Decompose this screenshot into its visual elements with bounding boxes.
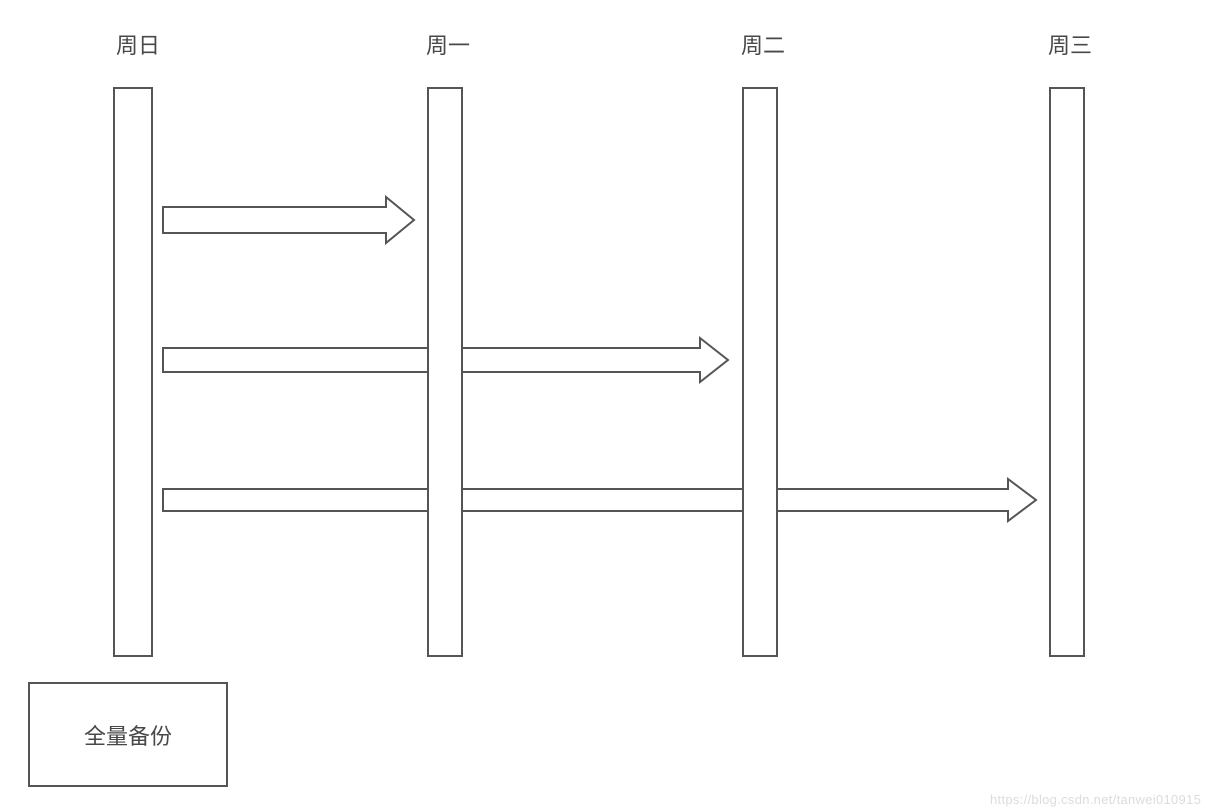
label-sun: 周日	[108, 28, 168, 60]
label-wed: 周三	[1040, 28, 1100, 60]
bar-wed	[1049, 87, 1085, 657]
label-tue: 周二	[733, 28, 793, 60]
bar-mon	[427, 87, 463, 657]
label-mon: 周一	[418, 28, 478, 60]
bar-tue	[742, 87, 778, 657]
bar-sun	[113, 87, 153, 657]
watermark: https://blog.csdn.net/tanwei010915	[990, 792, 1201, 807]
legend-text: 全量备份	[84, 719, 172, 751]
backup-diagram: 周日 周一 周二 周三 全量备份 https://blog.csdn.net/t…	[0, 0, 1216, 810]
legend-full-backup: 全量备份	[28, 682, 228, 787]
